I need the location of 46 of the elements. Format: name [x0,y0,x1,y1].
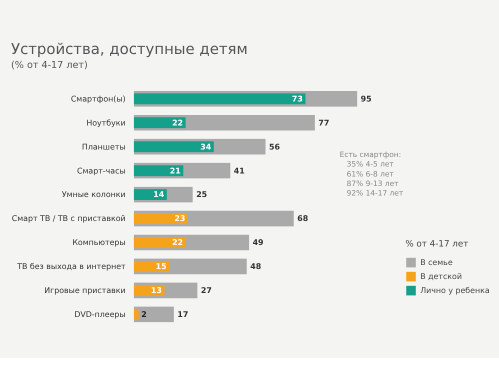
y-tick-label: Смарт ТВ / ТВ с приставкой [12,214,126,224]
legend-title: % от 4-17 лет [405,239,468,250]
data-label: 15 [156,262,167,272]
data-label: 49 [252,238,264,248]
y-tick-label: Смарт-часы [77,166,126,176]
y-tick-label: Ноутбуки [86,118,126,128]
legend-label: Лично у ребенка [420,286,490,296]
data-label: 95 [360,94,372,104]
data-label: 56 [269,142,281,152]
bar [134,261,170,272]
data-label: 68 [297,214,308,224]
y-tick-label: DVD-плееры [74,310,126,319]
y-tick-label: Игровые приставки [44,286,126,296]
bar [134,306,174,322]
y-tick-label: ТВ без выхода в интернет [16,262,126,272]
legend-label: В детской [420,272,462,282]
data-label: 2 [141,310,147,319]
data-label: 21 [170,166,181,176]
data-label: 77 [318,118,330,128]
text: (% от 4-17 лет) [11,60,88,71]
legend-label: В семье [420,258,453,268]
bar [134,308,139,320]
data-label: 22 [172,238,184,248]
data-label: 14 [153,190,165,200]
bar [134,93,306,104]
y-tick-label: Умные колонки [62,190,126,200]
data-label: 48 [250,262,262,272]
data-label: 73 [292,94,303,104]
chart-title: Устройства, доступные детям [11,40,248,58]
data-label: 23 [174,214,186,224]
y-tick-label: Планшеты [82,142,126,152]
data-label: 27 [200,286,212,296]
data-label: 34 [200,142,212,152]
bar [134,284,164,296]
bar [134,165,184,176]
y-tick-label: Компьютеры [72,238,126,248]
data-label: 22 [172,118,184,128]
bar [134,189,167,200]
y-tick-label: Смартфон(ы) [70,94,126,104]
data-label: 41 [234,166,245,176]
data-label: 13 [150,286,162,296]
bar [134,237,186,248]
bar [134,141,214,152]
data-label: 25 [196,190,208,200]
bar [134,213,188,224]
data-label: 17 [177,310,188,319]
